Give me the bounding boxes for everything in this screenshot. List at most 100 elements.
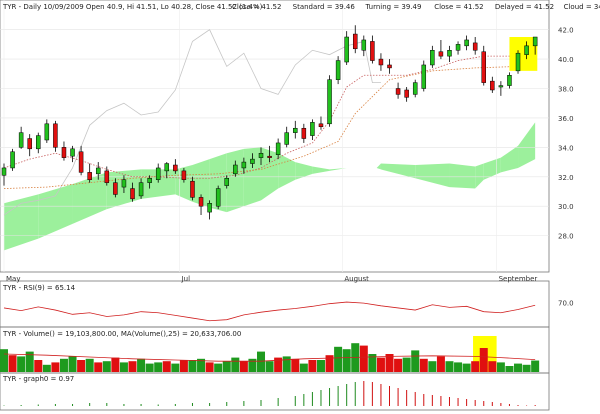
volume-bar-up xyxy=(68,356,77,372)
rsi-plot: 70.0 xyxy=(3,300,574,322)
volume-bar-up xyxy=(188,360,197,372)
volume-bar-down xyxy=(34,360,43,372)
price-y-tick-label: 38.0 xyxy=(558,86,574,94)
candle-down xyxy=(490,80,495,91)
volume-bar-up xyxy=(531,360,540,372)
candle-up xyxy=(18,132,24,148)
cloud-segment xyxy=(72,172,107,224)
volume-bar-up xyxy=(154,362,163,372)
candle-down xyxy=(61,147,67,158)
price-y-tick-label: 34.0 xyxy=(558,144,574,152)
volume-bar-up xyxy=(17,356,26,372)
candle-up xyxy=(284,132,289,145)
graph0-plot xyxy=(3,381,536,406)
candle-up xyxy=(327,79,332,125)
candle-up xyxy=(310,122,315,136)
candle-up xyxy=(421,64,427,89)
candle-down xyxy=(130,188,135,200)
volume-bar-up xyxy=(25,351,34,372)
candle-down xyxy=(87,172,92,180)
volume-bar-up xyxy=(368,354,377,372)
graph0-panel-title: TYR - graph0 = 0.97 xyxy=(2,375,74,383)
candle-up xyxy=(215,188,221,207)
candle-down xyxy=(104,170,110,183)
candle-up xyxy=(361,39,367,51)
candle-down xyxy=(78,151,84,173)
volume-bar-down xyxy=(394,358,403,372)
rsi-y-tick-label: 70.0 xyxy=(558,300,574,308)
cloud-segment xyxy=(475,163,484,189)
candle-up xyxy=(344,36,349,63)
volume-bar-down xyxy=(359,345,368,372)
volume-bar-up xyxy=(411,350,420,372)
price-panel-frame xyxy=(0,0,550,273)
legend-entry: Close = 41.52 xyxy=(232,3,281,11)
candle-up xyxy=(275,142,281,155)
price-y-tick-label: 28.0 xyxy=(558,233,574,241)
volume-bar-up xyxy=(102,361,111,372)
cloud-segment xyxy=(278,153,296,189)
price-y-tick-label: 36.0 xyxy=(558,115,574,123)
volume-bar-down xyxy=(128,361,137,372)
x-tick-label: Jul xyxy=(181,275,191,283)
candle-up xyxy=(507,75,512,86)
cloud-segment xyxy=(380,163,416,179)
volume-bar-down xyxy=(291,358,300,372)
candle-up xyxy=(164,163,170,172)
volume-bar-up xyxy=(197,358,206,372)
cloud-segment xyxy=(415,163,450,188)
candle-up xyxy=(293,127,298,133)
volume-bar-up xyxy=(265,361,274,372)
legend-entry: Delayed = 41.52 xyxy=(495,3,554,11)
volume-bar-down xyxy=(162,361,171,372)
candle-up xyxy=(224,178,229,186)
price-y-tick-label: 30.0 xyxy=(558,203,574,211)
candle-down xyxy=(267,155,272,158)
volume-bar-up xyxy=(505,366,514,372)
volume-bar-up xyxy=(428,361,437,372)
panel-borders xyxy=(0,0,550,411)
cloud-segment xyxy=(38,184,73,239)
lagging-span-line xyxy=(3,29,381,216)
volume-bar-up xyxy=(137,358,146,372)
volume-ma-line xyxy=(3,353,536,362)
candle-up xyxy=(10,151,15,169)
candle-down xyxy=(301,127,307,139)
cloud-segment xyxy=(500,145,519,173)
candle-up xyxy=(447,50,452,57)
volume-panel-title: TYR - Volume() = 19,103,800.00, MA(Volum… xyxy=(2,330,241,338)
cloud-segment xyxy=(295,162,313,180)
price-panel-title: TYR - Daily 10/09/2009 Open 40.9, Hi 41.… xyxy=(2,3,263,11)
cloud-segment xyxy=(518,122,536,168)
volume-bar-up xyxy=(462,363,471,372)
candle-up xyxy=(241,161,247,169)
volume-bar-up xyxy=(119,362,128,372)
candle-up xyxy=(1,167,7,176)
price-y-tick-label: 42.0 xyxy=(558,27,574,35)
candle-down xyxy=(438,51,444,57)
volume-bar-up xyxy=(248,358,257,372)
cloud-segment xyxy=(209,153,227,213)
candle-down xyxy=(395,88,401,95)
volume-bar-down xyxy=(385,354,394,372)
candle-up xyxy=(498,85,504,88)
volume-bar-up xyxy=(282,356,291,372)
volume-bar-down xyxy=(488,361,497,372)
volume-bar-down xyxy=(419,358,428,372)
candle-down xyxy=(113,182,118,195)
volume-bar-down xyxy=(325,355,334,372)
volume-bar-up xyxy=(496,362,505,372)
legend-entry: Cloud = 34.57 xyxy=(564,3,600,11)
price-y-tick-label: 32.0 xyxy=(558,174,574,182)
volume-bar-up xyxy=(145,363,154,372)
cloud-segment xyxy=(226,148,244,213)
volume-bar-down xyxy=(274,357,283,372)
volume-bar-up xyxy=(59,358,68,372)
x-tick-label: September xyxy=(499,275,538,283)
price-legend: Close = 41.52 Standard = 39.46 Turning = 3… xyxy=(232,3,600,11)
volume-bar-down xyxy=(205,362,214,372)
candle-up xyxy=(138,182,144,197)
rsi-panel-title: TYR - RSI(9) = 65.14 xyxy=(2,284,76,292)
candle-up xyxy=(515,52,521,72)
